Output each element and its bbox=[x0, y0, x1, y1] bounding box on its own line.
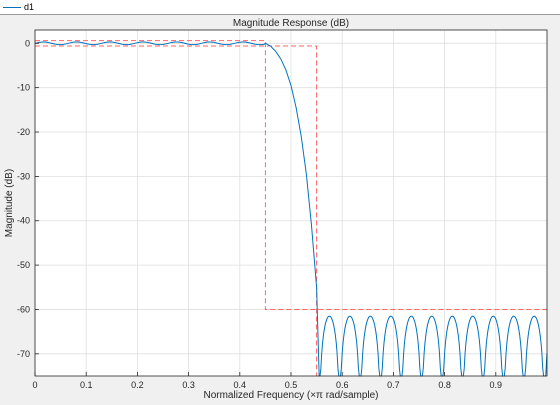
mask-series bbox=[35, 40, 547, 376]
y-axis-label: Magnitude (dB) bbox=[4, 169, 15, 237]
x-ticks: 0 0.1 0.2 0.3 0.4 0.5 0.6 0.7 0.8 0.9 bbox=[32, 372, 502, 390]
mask-line bbox=[35, 40, 547, 310]
x-tick-label: 0.6 bbox=[336, 380, 349, 390]
y-tick-label: -60 bbox=[17, 304, 30, 314]
y-tick-label: -20 bbox=[17, 127, 30, 137]
legend-item-d1[interactable]: d1 bbox=[3, 0, 34, 14]
x-tick-label: 0.7 bbox=[387, 380, 400, 390]
response-line bbox=[34, 41, 548, 377]
y-tick-label: -10 bbox=[17, 83, 30, 93]
mask-line bbox=[35, 45, 318, 376]
y-tick-label: -70 bbox=[17, 349, 30, 359]
legend-label: d1 bbox=[24, 2, 35, 12]
response-series bbox=[34, 41, 548, 377]
y-tick-label: -50 bbox=[17, 260, 30, 270]
x-tick-label: 0.2 bbox=[131, 380, 144, 390]
x-tick-label: 0.3 bbox=[182, 380, 195, 390]
x-tick-label: 0.8 bbox=[438, 380, 451, 390]
x-axis-label: Normalized Frequency (×π rad/sample) bbox=[203, 390, 378, 401]
legend-bar: d1 bbox=[0, 0, 560, 15]
y-ticks: 0 -10 -20 -30 -40 -50 -60 -70 bbox=[17, 38, 39, 359]
x-tick-label: 0.9 bbox=[490, 380, 503, 390]
chart-title: Magnitude Response (dB) bbox=[233, 18, 349, 29]
legend-line-icon bbox=[3, 6, 21, 8]
y-tick-label: -30 bbox=[17, 171, 30, 181]
grid-lines bbox=[34, 30, 547, 376]
magnitude-response-plot[interactable]: 0 0.1 0.2 0.3 0.4 0.5 0.6 0.7 0.8 0.9 0 -10 -20 -30 -… bbox=[0, 15, 560, 405]
x-tick-label: 0.5 bbox=[285, 380, 298, 390]
x-tick-label: 0 bbox=[32, 380, 37, 390]
x-tick-label: 0.4 bbox=[234, 380, 247, 390]
y-tick-label: 0 bbox=[25, 38, 30, 48]
x-tick-label: 0.1 bbox=[80, 380, 93, 390]
y-tick-label: -40 bbox=[17, 216, 30, 226]
